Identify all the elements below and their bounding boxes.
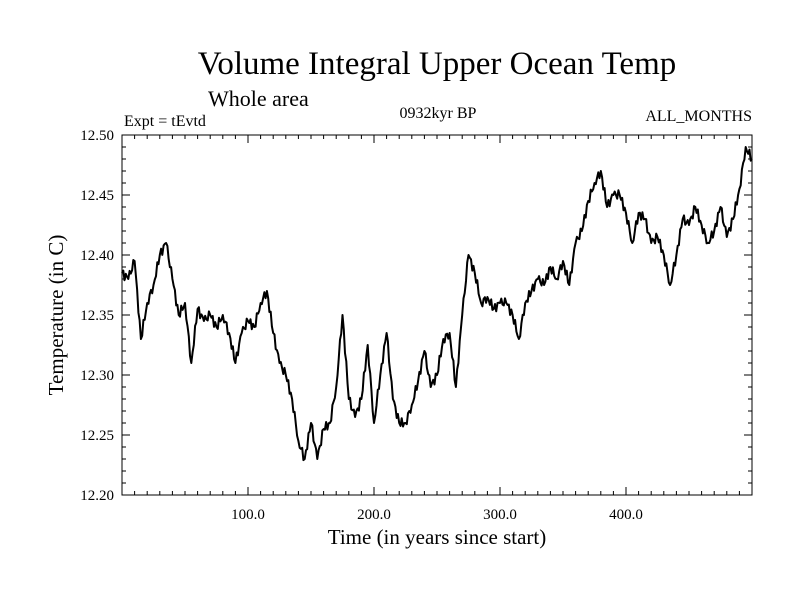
y-axis-label: Temperature (in C) (44, 235, 68, 396)
period-label: 0932kyr BP (400, 105, 477, 122)
x-tick-label: 200.0 (357, 507, 391, 523)
axis-ticks (122, 134, 752, 496)
months-label: ALL_MONTHS (645, 108, 752, 125)
axis-tick-labels: 100.0 200.0 300.0 400.0 12.20 12.25 12.30 12.35… (80, 128, 643, 523)
x-tick-label: 400.0 (609, 507, 643, 523)
x-axis-label: Time (in years since start) (328, 525, 547, 549)
temperature-series-line (121, 146, 753, 462)
chart-subtitle: Whole area (208, 86, 309, 111)
expt-label: Expt = tEvtd (124, 113, 206, 130)
plot-frame (121, 134, 753, 496)
chart-title: Volume Integral Upper Ocean Temp (198, 46, 676, 82)
y-tick-label: 12.30 (80, 368, 114, 384)
y-tick-label: 12.40 (80, 248, 114, 264)
y-tick-label: 12.50 (80, 128, 114, 144)
x-tick-label: 300.0 (483, 507, 517, 523)
y-tick-label: 12.20 (80, 488, 114, 504)
y-tick-label: 12.25 (80, 428, 114, 444)
y-tick-label: 12.45 (80, 188, 114, 204)
x-tick-label: 100.0 (231, 507, 265, 523)
y-tick-label: 12.35 (80, 308, 114, 324)
